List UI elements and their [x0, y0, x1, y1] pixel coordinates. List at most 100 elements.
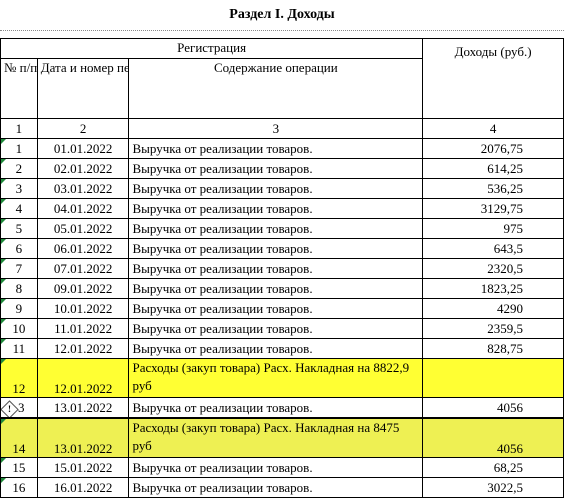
cell-amount[interactable]: 68,25: [422, 457, 564, 478]
cell-number[interactable]: 4: [0, 198, 38, 219]
error-indicator-icon: [1, 239, 6, 244]
cell-date[interactable]: 01.01.2022: [36, 138, 130, 159]
cell-date[interactable]: 04.01.2022: [36, 198, 130, 219]
header-date-doc[interactable]: Дата и номер первичного документа: [36, 58, 130, 119]
cell-description[interactable]: Выручка от реализации товаров.: [128, 338, 424, 359]
column-number-cell[interactable]: 4: [422, 118, 564, 139]
cell-description[interactable]: Выручка от реализации товаров.: [128, 477, 424, 498]
cell-date[interactable]: 02.01.2022: [36, 158, 130, 179]
cell-description[interactable]: Расходы (закуп товара) Расх. Накладная н…: [128, 417, 424, 458]
table-row: 15 15.01.2022 Выручка от реализации това…: [0, 457, 564, 478]
cell-number[interactable]: 16: [0, 477, 38, 498]
cell-date[interactable]: 12.01.2022: [36, 338, 130, 359]
cell-number[interactable]: 2: [0, 158, 38, 179]
cell-number[interactable]: 9: [0, 298, 38, 319]
header-income[interactable]: Доходы (руб.): [422, 38, 564, 119]
table-row-highlighted: 14 13.01.2022 Расходы (закуп товара) Рас…: [0, 417, 564, 458]
cell-description[interactable]: Выручка от реализации товаров.: [128, 218, 424, 239]
table-row: 3 03.01.2022 Выручка от реализации товар…: [0, 178, 564, 199]
cell-number[interactable]: 7: [0, 258, 38, 279]
error-indicator-icon: [1, 279, 6, 284]
cell-date[interactable]: 16.01.2022: [36, 477, 130, 498]
error-indicator-icon: [1, 299, 6, 304]
cell-number[interactable]: 12: [0, 358, 38, 398]
cell-description[interactable]: Выручка от реализации товаров.: [128, 158, 424, 179]
cell-number[interactable]: 15: [0, 457, 38, 478]
table-row: 6 06.01.2022 Выручка от реализации товар…: [0, 238, 564, 259]
cell-number[interactable]: 6: [0, 238, 38, 259]
cell-number[interactable]: 3: [0, 178, 38, 199]
cell-amount[interactable]: 2320,5: [422, 258, 564, 279]
table-row: ! 3 13.01.2022 Выручка от реализации това…: [0, 397, 564, 419]
cell-amount[interactable]: 975: [422, 218, 564, 239]
cell-description[interactable]: Выручка от реализации товаров.: [128, 457, 424, 478]
cell-date[interactable]: 05.01.2022: [36, 218, 130, 239]
error-indicator-icon: [1, 139, 6, 144]
header-content[interactable]: Содержание операции: [128, 58, 424, 119]
cell-number[interactable]: 5: [0, 218, 38, 239]
cell-amount[interactable]: 1823,25: [422, 278, 564, 299]
cell-date[interactable]: 11.01.2022: [36, 318, 130, 339]
cell-amount[interactable]: 3022,5: [422, 477, 564, 498]
cell-date[interactable]: 06.01.2022: [36, 238, 130, 259]
cell-number[interactable]: 8: [0, 278, 38, 299]
cell-amount[interactable]: 536,25: [422, 178, 564, 199]
cell-description[interactable]: Выручка от реализации товаров.: [128, 258, 424, 279]
cell-description[interactable]: Выручка от реализации товаров.: [128, 138, 424, 159]
column-number-cell[interactable]: 2: [36, 118, 130, 139]
table-row: 11 12.01.2022 Выручка от реализации това…: [0, 338, 564, 359]
table-row: 7 07.01.2022 Выручка от реализации товар…: [0, 258, 564, 279]
cell-amount[interactable]: 828,75: [422, 338, 564, 359]
error-indicator-icon: [1, 458, 6, 463]
cell-description[interactable]: Выручка от реализации товаров.: [128, 298, 424, 319]
cell-number[interactable]: 11: [0, 338, 38, 359]
cell-amount[interactable]: 4056: [422, 417, 564, 458]
cell-description[interactable]: Выручка от реализации товаров.: [128, 397, 424, 419]
cell-description[interactable]: Выручка от реализации товаров.: [128, 178, 424, 199]
error-indicator-icon: [1, 199, 6, 204]
header-registration[interactable]: Регистрация: [0, 38, 424, 59]
cell-number[interactable]: 14: [0, 417, 38, 458]
cell-number[interactable]: 10: [0, 318, 38, 339]
table-row: 8 09.01.2022 Выручка от реализации товар…: [0, 278, 564, 299]
cell-amount[interactable]: 614,25: [422, 158, 564, 179]
warning-diamond-icon[interactable]: !: [1, 399, 19, 418]
cell-amount[interactable]: 3129,75: [422, 198, 564, 219]
cell-description[interactable]: Расходы (закуп товара) Расх. Накладная н…: [128, 358, 424, 398]
cell-date[interactable]: 03.01.2022: [36, 178, 130, 199]
cell-number[interactable]: 1: [0, 138, 38, 159]
error-indicator-icon: [1, 419, 6, 424]
cell-amount[interactable]: [422, 358, 564, 398]
cell-date[interactable]: 09.01.2022: [36, 278, 130, 299]
table-row: 1 01.01.2022 Выручка от реализации товар…: [0, 138, 564, 159]
error-indicator-icon: [1, 478, 6, 483]
error-indicator-icon: [1, 339, 6, 344]
cell-amount[interactable]: 2359,5: [422, 318, 564, 339]
cell-amount[interactable]: 643,5: [422, 238, 564, 259]
cell-description[interactable]: Выручка от реализации товаров.: [128, 198, 424, 219]
cell-date[interactable]: 13.01.2022: [36, 417, 130, 458]
cell-date[interactable]: 13.01.2022: [36, 397, 130, 419]
header-number[interactable]: № п/п: [0, 58, 38, 119]
cell-date[interactable]: 12.01.2022: [36, 358, 130, 398]
cell-amount[interactable]: 4056: [422, 397, 564, 419]
section-title: Раздел I. Доходы: [229, 7, 335, 22]
cell-date[interactable]: 07.01.2022: [36, 258, 130, 279]
cell-number[interactable]: ! 3: [0, 397, 38, 419]
cell-amount[interactable]: 2076,75: [422, 138, 564, 159]
error-indicator-icon: [1, 159, 6, 164]
cell-date[interactable]: 15.01.2022: [36, 457, 130, 478]
error-indicator-icon: [1, 359, 6, 364]
cell-date[interactable]: 10.01.2022: [36, 298, 130, 319]
table-row-highlighted: 12 12.01.2022 Расходы (закуп товара) Рас…: [0, 358, 564, 398]
cell-description[interactable]: Выручка от реализации товаров.: [128, 318, 424, 339]
cell-description[interactable]: Выручка от реализации товаров.: [128, 238, 424, 259]
table-row: 16 16.01.2022 Выручка от реализации това…: [0, 477, 564, 498]
table-row: 2 02.01.2022 Выручка от реализации товар…: [0, 158, 564, 179]
cell-amount[interactable]: 4290: [422, 298, 564, 319]
column-number-cell[interactable]: 1: [0, 118, 38, 139]
error-indicator-icon: [1, 259, 6, 264]
cell-description[interactable]: Выручка от реализации товаров.: [128, 278, 424, 299]
column-number-cell[interactable]: 3: [128, 118, 424, 139]
